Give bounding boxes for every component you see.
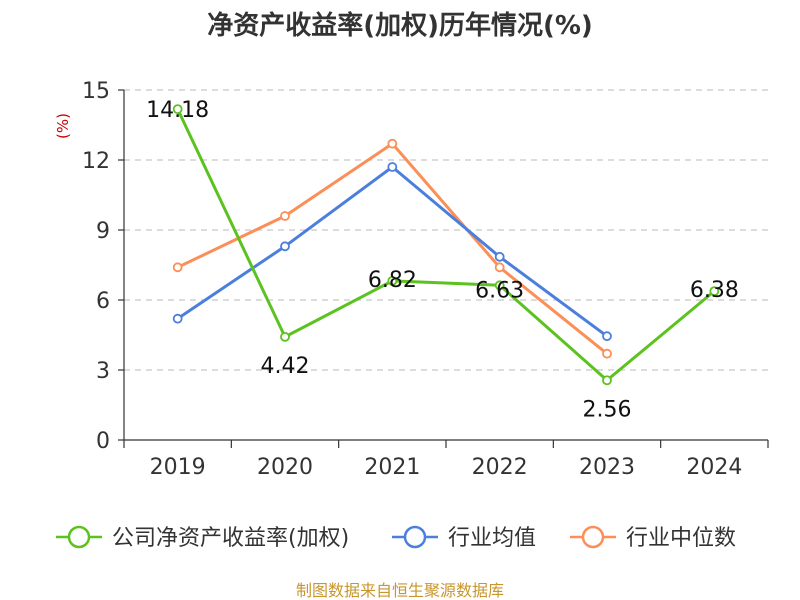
x-tick-label-2019: 2019 <box>150 455 206 480</box>
legend-item-industry-median: 行业中位数 <box>570 525 736 551</box>
y-tick-label-0: 0 <box>96 429 110 454</box>
point-industry-avg-2021 <box>387 162 398 172</box>
y-tick-label-6: 6 <box>96 289 110 314</box>
point-industry-median-2023 <box>602 348 612 359</box>
data-label-2022: 6.63 <box>475 278 524 303</box>
point-company-2023 <box>602 375 612 386</box>
point-industry-median-2019 <box>172 262 183 273</box>
series-layer <box>172 104 720 386</box>
data-label-2021: 6.82 <box>368 268 417 293</box>
legend-item-industry-avg: 行业均值 <box>392 525 536 551</box>
x-tick-label-2021: 2021 <box>364 455 420 480</box>
legend-marker-industry-median <box>581 525 605 549</box>
legend-item-company: 公司净资产收益率(加权) <box>56 525 349 551</box>
legend-label-company: 公司净资产收益率(加权) <box>112 526 349 551</box>
x-tick-label-2020: 2020 <box>257 455 313 480</box>
legend-marker-industry-avg <box>403 525 427 549</box>
data-label-2023: 2.56 <box>583 397 632 422</box>
y-tick-label-15: 15 <box>82 79 110 104</box>
axis-layer: 0 3 6 9 12 15 2019 2020 2021 2022 2023 2024 <box>82 79 769 480</box>
y-tick-label-3: 3 <box>96 359 110 384</box>
point-industry-avg-2022 <box>494 251 505 262</box>
point-industry-median-2022 <box>494 262 505 273</box>
data-label-2020: 4.42 <box>261 354 310 379</box>
point-company-2024 <box>709 286 720 297</box>
point-industry-median-2021 <box>387 138 398 149</box>
data-label-2024: 6.38 <box>690 278 739 303</box>
data-label-2019: 14.18 <box>146 98 209 123</box>
chart-title: 净资产收益率(加权)历年情况(%) <box>207 10 593 41</box>
point-industry-avg-2019 <box>172 313 183 324</box>
point-industry-avg-2023 <box>602 331 612 342</box>
legend-label-industry-median: 行业中位数 <box>626 526 736 551</box>
point-industry-median-2020 <box>280 211 290 221</box>
grid-layer <box>124 89 768 371</box>
legend: 公司净资产收益率(加权) 行业均值 行业中位数 <box>56 525 736 551</box>
series-line-industry-avg <box>176 165 609 338</box>
y-tick-label-9: 9 <box>96 219 110 244</box>
point-company-2020 <box>280 331 290 342</box>
data-source-note: 制图数据来自恒生聚源数据库 <box>296 581 504 600</box>
x-tick-label-2023: 2023 <box>579 455 635 480</box>
series-line-company <box>176 107 716 382</box>
legend-label-industry-avg: 行业均值 <box>448 526 536 551</box>
x-tick-label-2022: 2022 <box>472 455 528 480</box>
data-label-layer: 14.18 4.42 6.82 6.63 2.56 6.38 <box>146 98 739 422</box>
y-axis-unit-label: (%) <box>54 113 72 139</box>
y-tick-label-12: 12 <box>82 149 110 174</box>
point-company-2021 <box>387 275 398 286</box>
point-industry-avg-2020 <box>280 241 290 252</box>
x-tick-label-2024: 2024 <box>686 455 742 480</box>
point-company-2019 <box>172 104 183 115</box>
point-company-2022 <box>494 280 505 291</box>
legend-marker-company <box>67 525 91 549</box>
